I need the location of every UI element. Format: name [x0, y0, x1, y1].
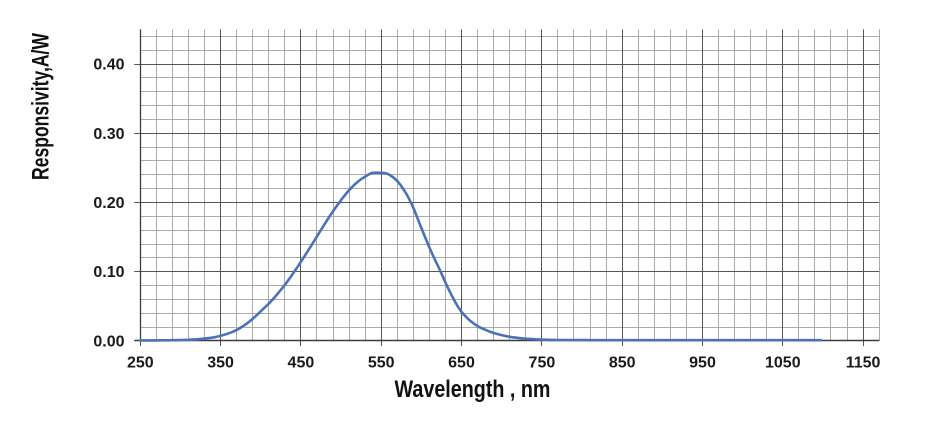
svg-text:1050: 1050	[765, 355, 801, 372]
svg-text:750: 750	[529, 355, 556, 372]
svg-text:950: 950	[689, 355, 716, 372]
svg-text:Wavelength , nm: Wavelength , nm	[395, 375, 551, 402]
svg-text:250: 250	[127, 355, 154, 372]
svg-text:Responsivity,A/W: Responsivity,A/W	[28, 33, 54, 180]
svg-text:850: 850	[609, 355, 636, 372]
svg-text:350: 350	[207, 355, 234, 372]
svg-text:650: 650	[448, 355, 475, 372]
svg-text:1150: 1150	[846, 355, 881, 372]
svg-text:0.20: 0.20	[93, 195, 124, 212]
svg-text:0.30: 0.30	[93, 126, 124, 143]
svg-text:450: 450	[288, 355, 315, 372]
svg-text:0.40: 0.40	[93, 57, 124, 74]
svg-text:0.00: 0.00	[93, 334, 124, 351]
svg-text:0.10: 0.10	[93, 264, 124, 281]
svg-text:550: 550	[368, 355, 395, 372]
